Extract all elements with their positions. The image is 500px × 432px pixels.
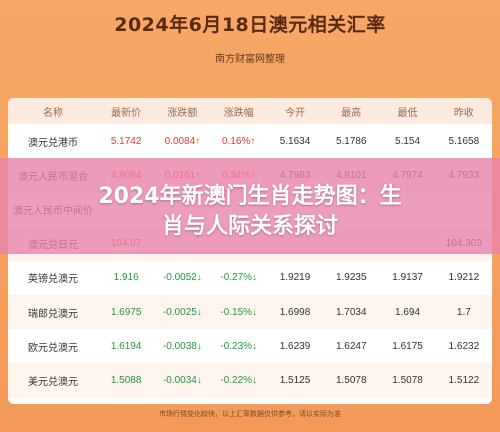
column-header-low: 最低 xyxy=(397,107,418,119)
cell-name: 英镑兑澳元 xyxy=(28,274,78,286)
overlay-banner xyxy=(0,158,500,254)
cell-open: 1.9219 xyxy=(279,272,311,284)
overlay-line-1: 2024年新澳门生肖走势图：生 xyxy=(98,184,402,209)
cell-change: -0.0038↓ xyxy=(162,340,202,352)
table-row: 澳元兑港币 5.1742 0.0084↑ 0.16%↑ 5.1634 5.1786 5.15… xyxy=(8,124,492,158)
cell-high: 5.1786 xyxy=(335,135,367,147)
table-row: 欧元兑澳元 1.6194 -0.0038↓ -0.23%↓ 1.6239 1.6247 1.… xyxy=(8,329,492,363)
cell-prev: 1.6232 xyxy=(448,340,480,352)
cell-name: 瑞郎兑澳元 xyxy=(28,308,78,320)
cell-prev: 1.5122 xyxy=(448,374,480,386)
column-header-latest: 最新价 xyxy=(111,107,142,119)
cell-pct: -0.22%↓ xyxy=(220,374,258,386)
cell-pct: -0.15%↓ xyxy=(220,306,258,318)
cell-high: 1.6247 xyxy=(335,340,367,352)
overlay-headline: 2024年新澳门生肖走势图：生 肖与人际关系探讨 xyxy=(20,182,480,242)
cell-prev: 5.1658 xyxy=(448,135,480,147)
cell-pct: -0.23%↓ xyxy=(220,340,258,352)
cell-change: -0.0025↓ xyxy=(162,306,202,318)
column-header-high: 最高 xyxy=(341,107,362,119)
cell-latest: 5.1742 xyxy=(110,135,142,147)
cell-low: 1.6175 xyxy=(392,340,423,352)
table-row: 英镑兑澳元 1.916 -0.0052↓ -0.27%↓ 1.9219 1.9235 1.9… xyxy=(8,261,492,295)
cell-high: 1.5078 xyxy=(335,374,367,386)
cell-prev: 1.7 xyxy=(456,306,471,318)
cell-low: 5.154 xyxy=(395,135,421,147)
cell-change: -0.0052↓ xyxy=(162,272,202,284)
cell-low: 1.694 xyxy=(395,306,421,318)
cell-low: 1.5078 xyxy=(392,374,423,386)
column-header-pct: 涨跌幅 xyxy=(223,107,254,119)
footer-note: 市场行情变化较快，以上汇率数据仅供参考，请以实际为准 xyxy=(159,410,341,418)
table-row: 美元兑澳元 1.5088 -0.0034↓ -0.22%↓ 1.5125 1.5078 1.… xyxy=(8,363,492,398)
cell-name: 欧元兑澳元 xyxy=(28,342,78,354)
cell-change: -0.0034↓ xyxy=(162,374,202,386)
cell-open: 1.5125 xyxy=(279,374,311,386)
overlay-line-2: 肖与人际关系探讨 xyxy=(161,214,338,239)
column-header-open: 今开 xyxy=(284,107,305,119)
cell-open: 5.1634 xyxy=(279,135,311,147)
column-header-change: 涨跌额 xyxy=(167,107,198,119)
column-header-prev: 昨收 xyxy=(453,107,474,119)
cell-pct: -0.27%↓ xyxy=(220,272,258,284)
cell-latest: 1.5088 xyxy=(110,374,142,386)
cell-name: 美元兑澳元 xyxy=(28,376,78,388)
cell-change: 0.0084↑ xyxy=(164,135,201,147)
table-row: 瑞郎兑澳元 1.6975 -0.0025↓ -0.15%↓ 1.6998 1.7034 1.… xyxy=(8,294,492,330)
cell-pct: 0.16%↑ xyxy=(222,135,256,147)
cell-latest: 1.6194 xyxy=(110,340,142,352)
cell-latest: 1.6975 xyxy=(110,306,142,318)
cell-name: 澳元兑港币 xyxy=(28,137,78,149)
cell-open: 1.6998 xyxy=(279,306,311,318)
page-title: 2024年6月18日澳元相关汇率 xyxy=(114,14,386,36)
cell-open: 1.6239 xyxy=(279,340,311,352)
cell-prev: 1.9212 xyxy=(448,272,480,284)
cell-high: 1.9235 xyxy=(335,272,367,284)
column-header-name: 名称 xyxy=(43,107,63,119)
cell-low: 1.9137 xyxy=(392,272,423,284)
page-subtitle: 南方财富网整理 xyxy=(215,54,285,65)
cell-high: 1.7034 xyxy=(335,306,367,318)
cell-latest: 1.916 xyxy=(113,272,139,284)
table-header-row: 名称 最新价 涨跌额 涨跌幅 今开 最高 最低 昨收 xyxy=(8,98,492,124)
